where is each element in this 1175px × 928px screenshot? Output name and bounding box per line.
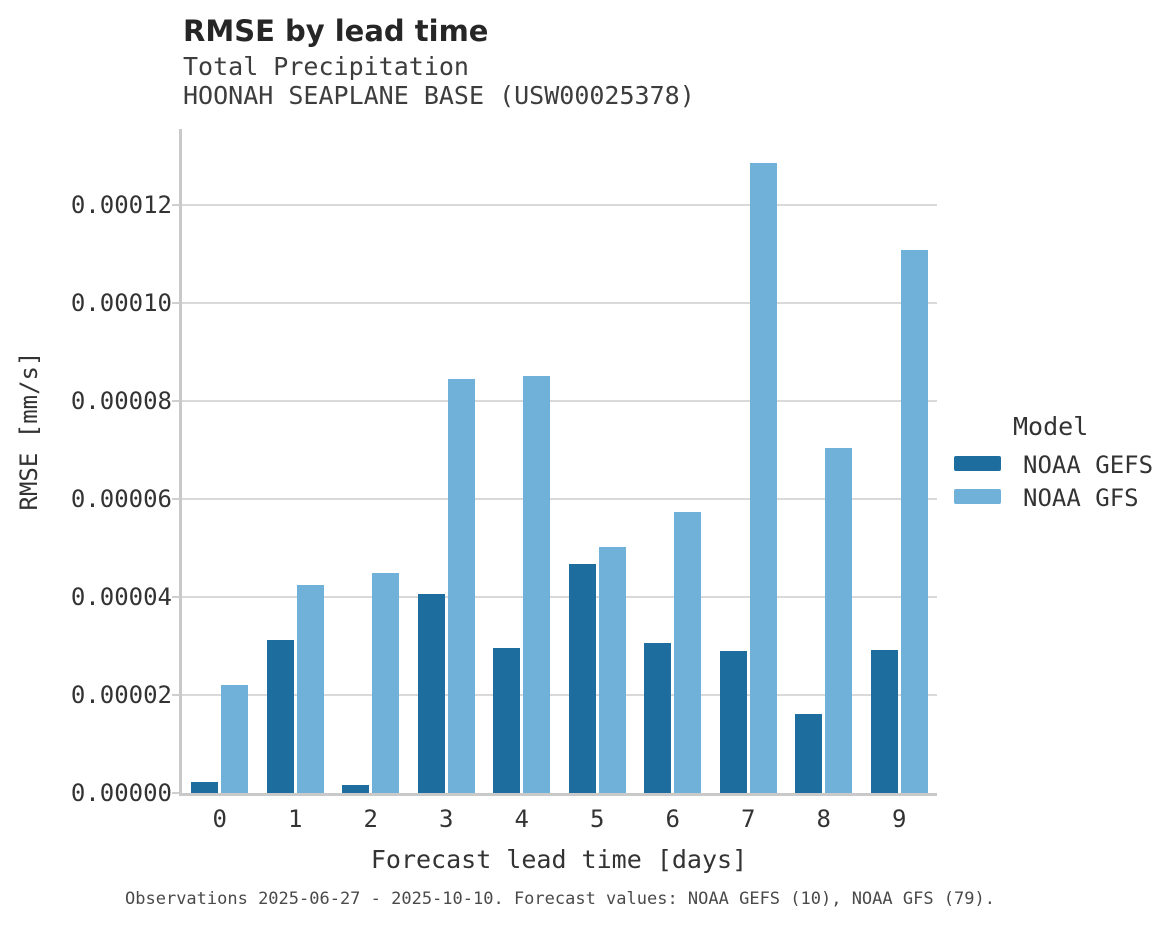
x-tick-label: 7: [741, 805, 756, 833]
y-axis-spine: [179, 129, 182, 796]
bar-noaa-gefs-day-7: [719, 650, 747, 793]
x-tick-label: 6: [665, 805, 680, 833]
legend-swatch-noaa-gfs: [954, 489, 1001, 504]
gridline: [182, 693, 937, 696]
gridline: [182, 301, 937, 304]
y-tick-label: 0.00004: [70, 582, 172, 611]
bar-noaa-gefs-day-9: [870, 649, 898, 793]
bar-noaa-gefs-day-2: [342, 785, 370, 793]
bar-noaa-gfs-day-0: [221, 685, 249, 793]
bar-noaa-gfs-day-3: [447, 379, 475, 793]
y-tick-mark: [172, 792, 182, 794]
y-tick-mark: [172, 595, 182, 598]
legend-title: Model: [1013, 412, 1089, 441]
x-axis-spine: [179, 793, 937, 796]
bar-noaa-gfs-day-4: [523, 375, 551, 793]
x-tick-label: 1: [288, 805, 303, 833]
bar-noaa-gfs-day-9: [900, 249, 928, 793]
bar-noaa-gfs-day-6: [674, 512, 702, 793]
x-tick-label: 2: [363, 805, 378, 833]
legend-label-noaa-gefs: NOAA GEFS: [1023, 451, 1154, 479]
legend-label-noaa-gfs: NOAA GFS: [1023, 484, 1139, 512]
bar-noaa-gefs-day-1: [266, 640, 294, 793]
y-tick-label: 0.00000: [70, 779, 172, 807]
y-tick-label: 0.00012: [70, 190, 172, 219]
x-tick-label: 3: [439, 805, 454, 833]
bar-noaa-gfs-day-2: [372, 572, 400, 793]
y-tick-mark: [172, 203, 182, 206]
x-tick-label: 4: [514, 805, 529, 833]
legend-swatch-noaa-gefs: [954, 456, 1001, 471]
gridline: [182, 497, 937, 500]
y-tick-label: 0.00008: [70, 386, 172, 415]
x-tick-label: 9: [892, 805, 907, 833]
bar-noaa-gfs-day-5: [598, 546, 626, 793]
bar-noaa-gefs-day-5: [568, 563, 596, 793]
x-axis-label: Forecast lead time [days]: [370, 845, 748, 874]
y-tick-label: 0.00006: [70, 484, 172, 513]
footer-caption: Observations 2025-06-27 - 2025-10-10. Fo…: [125, 889, 995, 909]
y-tick-mark: [172, 693, 182, 696]
y-tick-mark: [172, 497, 182, 500]
y-axis-label: RMSE [mm/s]: [15, 351, 43, 511]
y-tick-mark: [172, 301, 182, 304]
bar-noaa-gfs-day-1: [296, 584, 324, 793]
gridline: [182, 399, 937, 402]
y-tick-mark: [172, 399, 182, 402]
x-tick-label: 5: [590, 805, 605, 833]
bar-noaa-gefs-day-0: [191, 782, 219, 793]
chart-subtitle-station: HOONAH SEAPLANE BASE (USW00025378): [183, 81, 695, 110]
x-tick-label: 0: [212, 805, 227, 833]
chart-subtitle-variable: Total Precipitation: [183, 52, 469, 81]
bar-noaa-gfs-day-7: [749, 162, 777, 793]
x-tick-label: 8: [816, 805, 831, 833]
bar-noaa-gfs-day-8: [825, 447, 853, 793]
bar-noaa-gefs-day-3: [417, 593, 445, 793]
y-tick-label: 0.00010: [70, 288, 172, 317]
bar-noaa-gefs-day-8: [795, 714, 823, 793]
y-tick-label: 0.00002: [70, 680, 172, 709]
bar-noaa-gefs-day-6: [644, 642, 672, 793]
chart-title: RMSE by lead time: [183, 14, 489, 48]
bar-noaa-gefs-day-4: [493, 648, 521, 793]
gridline: [182, 203, 937, 206]
gridline: [182, 595, 937, 598]
